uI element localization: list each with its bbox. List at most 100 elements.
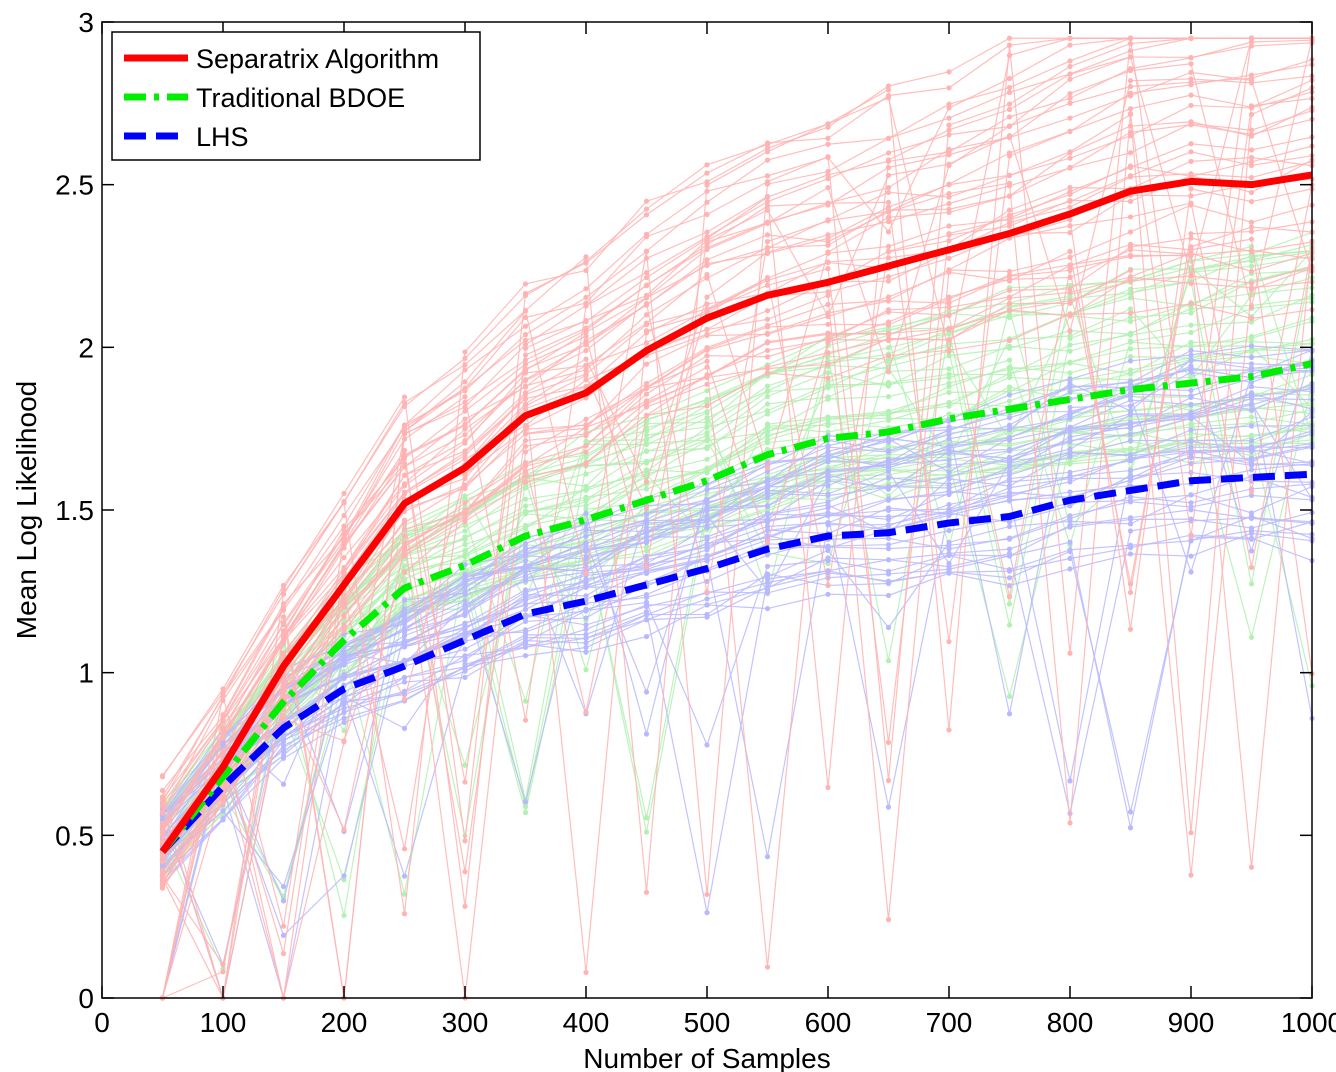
trial-run-line	[162, 110, 1313, 824]
trial-run-point	[583, 347, 589, 354]
trial-run-point	[946, 330, 952, 336]
trial-run-point	[583, 461, 589, 468]
trial-run-point	[1006, 150, 1013, 156]
trial-run-point	[341, 650, 347, 657]
trial-run-point	[643, 234, 650, 240]
trial-run-point	[946, 337, 952, 343]
trial-run-point	[583, 709, 589, 715]
trial-run-point	[583, 626, 589, 632]
trial-run-point	[1127, 83, 1134, 90]
trial-run-point	[1188, 329, 1194, 336]
trial-run-point	[583, 471, 589, 477]
trial-run-point	[1067, 155, 1073, 161]
trial-run-line	[162, 118, 1313, 999]
trial-run-point	[764, 219, 771, 225]
trial-run-line	[162, 351, 1313, 817]
trial-run-point	[825, 370, 831, 376]
trial-run-point	[583, 510, 589, 516]
trial-run-point	[1067, 95, 1073, 101]
trial-run-point	[522, 395, 529, 402]
trial-run-point	[280, 748, 287, 754]
trial-run-point	[583, 377, 589, 383]
trial-run-point	[462, 869, 468, 875]
trial-run-point	[1188, 410, 1194, 416]
trial-run-point	[341, 534, 347, 541]
trial-run-point	[764, 149, 771, 155]
trial-run-point	[885, 309, 892, 315]
trial-run-point	[643, 412, 650, 418]
trial-run-line	[162, 184, 1313, 920]
trial-run-point	[764, 503, 771, 509]
trial-run-point	[1006, 711, 1013, 717]
trial-run-point	[1188, 454, 1194, 460]
trial-run-point	[946, 348, 952, 355]
trial-run-point	[885, 571, 892, 577]
trial-run-point	[1006, 75, 1013, 82]
trial-run-point	[643, 302, 650, 308]
trial-run-point	[1067, 42, 1073, 48]
trial-run-point	[946, 399, 952, 406]
trial-run-point	[764, 157, 771, 163]
trial-run-point	[946, 366, 952, 372]
trial-run-point	[522, 644, 529, 650]
trial-run-point	[643, 525, 650, 531]
trial-run-point	[462, 653, 468, 660]
trial-run-point	[1188, 79, 1194, 85]
trial-run-point	[1188, 492, 1194, 498]
trial-run-point	[1006, 497, 1013, 503]
trial-run-point	[946, 209, 952, 216]
trial-run-point	[885, 380, 892, 386]
trial-run-point	[583, 302, 589, 309]
trial-run-point	[1248, 510, 1255, 516]
trial-run-point	[1127, 198, 1134, 204]
trial-run-point	[764, 250, 771, 256]
trial-run-point	[1127, 452, 1134, 458]
trial-run-point	[341, 555, 347, 561]
trial-run-point	[280, 950, 287, 957]
trial-run-point	[401, 679, 408, 685]
trial-run-point	[1067, 437, 1073, 444]
trial-run-point	[1067, 313, 1073, 319]
trial-run-point	[885, 150, 892, 156]
trial-run-point	[1127, 244, 1134, 250]
trial-run-point	[1006, 601, 1013, 607]
trial-run-point	[1248, 35, 1255, 41]
trial-run-point	[643, 471, 650, 477]
trial-run-point	[1127, 332, 1134, 338]
trial-run-point	[462, 404, 468, 410]
trial-run-point	[1127, 295, 1134, 301]
trial-run-point	[1067, 204, 1073, 210]
trial-run-point	[946, 428, 952, 434]
trial-run-point	[583, 525, 589, 532]
trial-run-point	[1248, 402, 1255, 408]
trial-run-point	[885, 208, 892, 215]
trial-run-point	[280, 752, 287, 758]
trial-run-point	[1006, 114, 1013, 120]
trial-run-line	[162, 521, 1313, 860]
trial-run-point	[280, 898, 287, 904]
trial-run-point	[1127, 408, 1134, 414]
trial-run-point	[280, 601, 287, 607]
trial-run-point	[1248, 368, 1255, 374]
trial-run-point	[1188, 322, 1194, 328]
trial-run-point	[1127, 367, 1134, 373]
trial-run-point	[1248, 315, 1255, 321]
trial-run-point	[764, 854, 771, 860]
trial-run-point	[704, 261, 710, 267]
trial-run-point	[1006, 370, 1013, 376]
trial-run-point	[885, 83, 892, 89]
trial-run-point	[1248, 354, 1255, 360]
trial-run-point	[280, 684, 287, 690]
x-tick-label: 900	[1168, 1007, 1215, 1038]
trial-run-point	[1127, 809, 1134, 815]
trial-run-point	[885, 507, 892, 514]
trial-run-point	[462, 388, 468, 394]
trial-run-point	[159, 870, 166, 877]
trial-run-point	[401, 550, 408, 556]
trial-run-point	[643, 312, 650, 318]
trial-run-point	[1188, 186, 1194, 192]
trial-run-point	[946, 371, 952, 377]
trial-run-point	[704, 245, 710, 251]
trial-run-point	[522, 357, 529, 363]
trial-run-point	[1127, 467, 1134, 474]
